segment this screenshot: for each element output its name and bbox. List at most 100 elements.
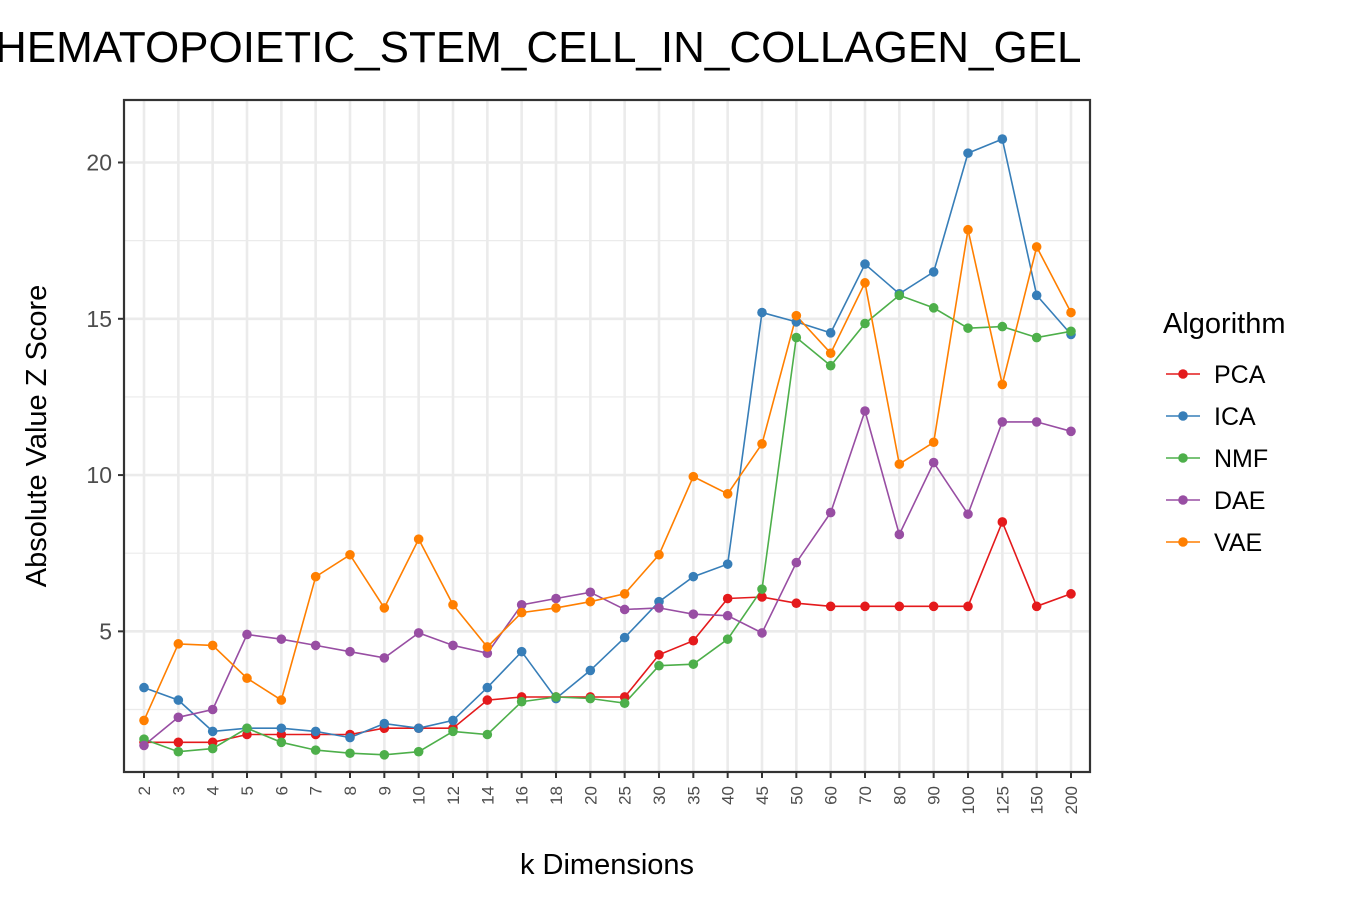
data-point-pca xyxy=(1031,601,1042,612)
x-axis: 2 3 4 5 6 7 8 9 10 12 14 16 18 20 25 30 35 40 45 50 60 70 80 90… xyxy=(135,772,1081,814)
plot-panel xyxy=(124,100,1090,772)
x-tick-label: 90 xyxy=(925,786,944,805)
data-point-dae xyxy=(894,529,905,540)
y-tick-label: 20 xyxy=(86,150,112,176)
x-tick-label: 20 xyxy=(581,786,600,805)
data-point-dae xyxy=(825,507,836,518)
data-point-dae xyxy=(551,593,561,604)
data-point-pca xyxy=(757,592,767,602)
data-point-pca xyxy=(825,601,836,612)
x-tick-label: 80 xyxy=(890,786,909,805)
data-point-dae xyxy=(379,653,390,663)
data-point-dae xyxy=(1031,417,1042,427)
x-tick-label: 100 xyxy=(959,786,978,814)
data-point-dae xyxy=(516,599,527,610)
y-tick-label: 5 xyxy=(99,618,112,644)
data-point-dae xyxy=(928,457,939,468)
data-point-nmf xyxy=(654,660,664,671)
data-point-dae xyxy=(860,406,870,416)
legend-title: Algorithm xyxy=(1163,308,1286,340)
data-point-pca xyxy=(173,737,184,748)
x-tick-label: 6 xyxy=(272,786,291,795)
data-point-pca xyxy=(482,695,493,705)
x-tick-label: 10 xyxy=(410,786,429,805)
data-point-ica xyxy=(482,682,493,693)
data-point-nmf xyxy=(551,692,561,702)
data-point-nmf xyxy=(310,745,321,755)
x-axis-label: k Dimensions xyxy=(520,849,694,881)
x-tick-label: 125 xyxy=(993,786,1012,814)
data-point-pca xyxy=(894,601,905,612)
data-point-ica xyxy=(345,732,355,743)
data-point-ica xyxy=(139,682,149,693)
data-point-dae xyxy=(688,609,699,619)
data-point-vae xyxy=(585,596,596,607)
data-point-vae xyxy=(173,639,184,649)
data-point-nmf xyxy=(207,743,218,754)
y-tick-label: 10 xyxy=(86,462,112,488)
legend-label: DAE xyxy=(1214,487,1265,515)
y-axis: 5 10 15 20 xyxy=(86,150,124,644)
data-point-vae xyxy=(963,224,973,235)
data-point-ica xyxy=(585,665,596,676)
data-point-nmf xyxy=(345,748,355,759)
x-tick-label: 200 xyxy=(1062,786,1081,814)
data-point-nmf xyxy=(379,750,390,760)
data-point-nmf xyxy=(757,584,767,594)
data-point-nmf xyxy=(997,321,1008,332)
data-point-ica xyxy=(825,328,836,338)
x-tick-label: 8 xyxy=(341,786,360,795)
data-point-dae xyxy=(207,704,218,715)
data-point-vae xyxy=(654,549,664,560)
x-tick-label: 4 xyxy=(204,786,223,795)
minor-gridlines xyxy=(124,240,1090,711)
data-point-nmf xyxy=(619,698,630,709)
legend-key-point xyxy=(1178,453,1188,463)
data-point-vae xyxy=(894,459,905,469)
data-point-ica xyxy=(1031,290,1042,301)
data-point-vae xyxy=(448,599,458,610)
data-point-nmf xyxy=(242,723,252,734)
data-point-dae xyxy=(173,712,184,723)
legend-item-pca: PCA xyxy=(1166,361,1266,389)
x-tick-label: 35 xyxy=(684,786,703,805)
x-tick-label: 150 xyxy=(1028,786,1047,814)
data-point-vae xyxy=(551,603,561,613)
series-line-dae xyxy=(143,408,1072,747)
data-point-vae xyxy=(722,489,733,499)
x-tick-label: 9 xyxy=(375,786,394,795)
data-point-vae xyxy=(413,534,424,544)
data-point-vae xyxy=(825,348,836,358)
data-point-nmf xyxy=(448,726,458,737)
x-tick-label: 14 xyxy=(478,786,497,805)
data-point-nmf xyxy=(482,729,493,740)
data-point-ica xyxy=(757,307,767,318)
legend-item-nmf: NMF xyxy=(1166,445,1268,473)
series-line-nmf xyxy=(143,294,1072,756)
data-point-nmf xyxy=(585,693,596,704)
data-point-nmf xyxy=(722,634,733,644)
data-point-ica xyxy=(963,148,973,158)
legend-key-point xyxy=(1178,495,1188,505)
x-tick-label: 50 xyxy=(787,786,806,805)
data-point-pca xyxy=(997,517,1008,527)
data-point-pca xyxy=(791,598,802,609)
y-tick-label: 15 xyxy=(86,306,112,332)
data-point-vae xyxy=(310,571,321,582)
series-line-ica xyxy=(143,138,1072,739)
x-tick-label: 30 xyxy=(650,786,669,805)
data-point-ica xyxy=(310,726,321,737)
data-point-vae xyxy=(379,603,390,613)
data-point-vae xyxy=(791,310,802,321)
data-point-ica xyxy=(379,718,390,729)
data-point-nmf xyxy=(173,746,184,757)
data-point-vae xyxy=(619,589,630,599)
x-tick-label: 18 xyxy=(547,786,566,805)
data-point-vae xyxy=(516,607,527,618)
x-tick-label: 16 xyxy=(513,786,532,805)
data-point-nmf xyxy=(928,303,939,313)
legend-item-ica: ICA xyxy=(1166,403,1256,431)
data-point-nmf xyxy=(413,746,424,757)
data-point-dae xyxy=(413,628,424,638)
